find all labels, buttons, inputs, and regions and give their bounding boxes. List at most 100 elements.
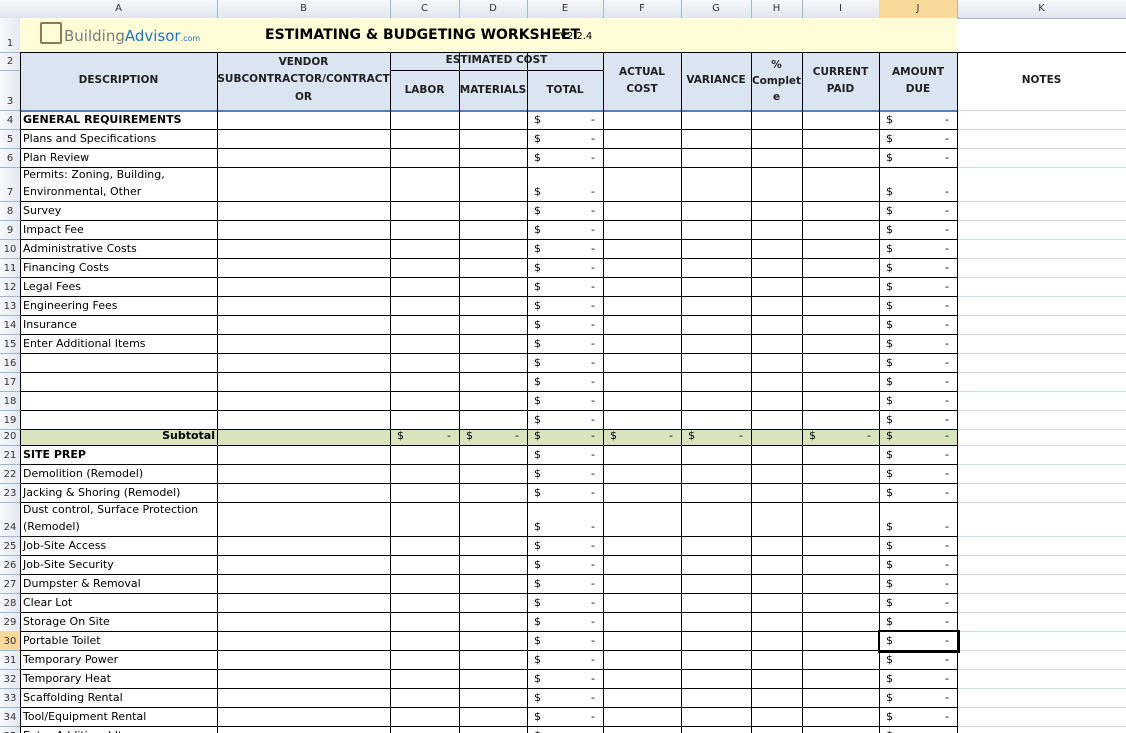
row-line: [957, 483, 1126, 484]
row-line: [957, 555, 1126, 556]
column-divider: [390, 0, 391, 18]
dash: -: [945, 691, 949, 704]
dash: -: [591, 448, 595, 461]
currency-symbol: $: [886, 223, 893, 236]
row-divider: [0, 201, 20, 202]
currency-symbol: $: [886, 299, 893, 312]
dash: -: [591, 558, 595, 571]
row-number: 17: [3, 377, 17, 388]
row-number: 35: [0, 730, 20, 733]
row-line: [957, 707, 1126, 708]
row-line: [20, 707, 957, 708]
description: Job-Site Security: [23, 558, 114, 571]
row-divider: [0, 258, 20, 259]
currency-symbol: $: [886, 691, 893, 704]
row-number: 6: [6, 153, 14, 164]
row-divider: [0, 726, 20, 727]
row-divider: [0, 536, 20, 537]
dash: -: [591, 151, 595, 164]
description: Temporary Heat: [23, 672, 111, 685]
row-line: [20, 631, 957, 632]
row-number: 16: [3, 358, 17, 369]
dash: -: [591, 375, 595, 388]
row-divider: [0, 483, 20, 484]
row-line: [957, 129, 1126, 130]
currency-symbol: $: [534, 318, 541, 331]
column-heading: ACTUAL: [618, 66, 665, 78]
row-number: 32: [3, 674, 17, 685]
row-line: [20, 555, 957, 556]
row-line: [20, 372, 957, 373]
dash: -: [945, 299, 949, 312]
currency-symbol: $: [534, 204, 541, 217]
row-number: 23: [3, 488, 17, 499]
column-heading: COST: [626, 83, 658, 95]
dash: -: [945, 394, 949, 407]
currency-symbol: $: [534, 394, 541, 407]
row-line: [957, 574, 1126, 575]
column-heading: MATERIALS: [459, 84, 527, 96]
dash: -: [945, 729, 949, 733]
row-number: 34: [3, 712, 17, 723]
dash: -: [669, 429, 673, 442]
currency-symbol: $: [610, 429, 617, 442]
row-number: 27: [3, 579, 17, 590]
currency-symbol: $: [534, 539, 541, 552]
dash: -: [591, 467, 595, 480]
row-divider: [0, 129, 20, 130]
logo-text: Advisor: [124, 27, 181, 45]
column-line: [217, 52, 218, 733]
row-line: [20, 277, 957, 278]
column-letter: C: [421, 3, 428, 14]
column-heading: ESTIMATED COST: [445, 54, 548, 66]
dash: -: [945, 577, 949, 590]
row-line: [957, 334, 1126, 335]
dash: -: [591, 337, 595, 350]
description: Enter Additional Items: [23, 729, 146, 733]
dash: -: [945, 337, 949, 350]
currency-symbol: $: [534, 113, 541, 126]
row-line: [957, 167, 1126, 168]
currency-symbol: $: [534, 577, 541, 590]
row-line: [957, 391, 1126, 392]
column-heading: DESCRIPTION: [78, 74, 159, 86]
column-divider: [217, 0, 218, 18]
row-line: [957, 429, 1126, 430]
dash: -: [945, 185, 949, 198]
row-divider: [0, 315, 20, 316]
currency-symbol: $: [886, 375, 893, 388]
sheet-title: ESTIMATING & BUDGETING WORKSHEET: [265, 27, 581, 43]
currency-symbol: $: [534, 710, 541, 723]
row-number: 30: [3, 636, 17, 647]
logo-text: .com: [180, 34, 201, 43]
row-divider: [0, 464, 20, 465]
row-line: [957, 726, 1126, 727]
column-divider: [802, 0, 803, 18]
currency-symbol: $: [534, 615, 541, 628]
dash: -: [945, 429, 949, 442]
currency-symbol: $: [534, 356, 541, 369]
dash: -: [591, 596, 595, 609]
column-heading: e: [772, 91, 781, 103]
row-divider: [0, 277, 20, 278]
dash: -: [945, 242, 949, 255]
row-number: 13: [3, 301, 17, 312]
row-number: 20: [3, 431, 17, 442]
column-letter: B: [300, 3, 307, 14]
row-number: 1: [6, 38, 14, 49]
row-line: [20, 593, 957, 594]
description: Scaffolding Rental: [23, 691, 123, 704]
column-line: [751, 52, 752, 733]
row-divider: [0, 296, 20, 297]
row-number: 25: [3, 541, 17, 552]
description: Engineering Fees: [23, 299, 118, 312]
column-letter: H: [772, 3, 781, 14]
currency-symbol: $: [886, 653, 893, 666]
currency-symbol: $: [534, 429, 541, 442]
subtotal-label: Subtotal: [162, 429, 215, 442]
row-divider: [0, 650, 20, 651]
row-number: 3: [6, 96, 14, 107]
dash: -: [591, 413, 595, 426]
column-line: [681, 52, 682, 733]
row-line: [957, 296, 1126, 297]
